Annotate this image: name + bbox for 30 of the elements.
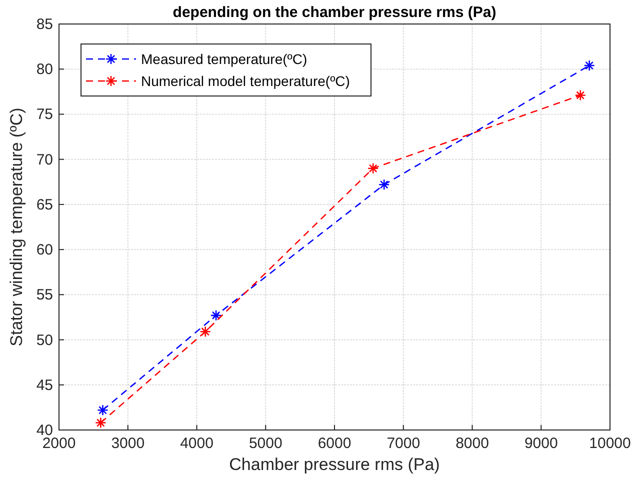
x-tick-label: 5000 bbox=[248, 435, 282, 452]
chart-title: depending on the chamber pressure rms (Pa) bbox=[172, 4, 496, 21]
x-tick-label: 7000 bbox=[386, 435, 420, 452]
x-tick-label: 6000 bbox=[318, 435, 352, 452]
point bbox=[200, 326, 212, 338]
x-tick-label: 8000 bbox=[456, 435, 489, 452]
y-tick-label: 60 bbox=[36, 242, 53, 259]
y-tick-label: 45 bbox=[36, 376, 53, 394]
y-tick-label: 50 bbox=[36, 332, 53, 349]
y-tick-label: 85 bbox=[36, 16, 53, 33]
y-tick-label: 75 bbox=[36, 106, 53, 124]
x-tick-label: 3000 bbox=[111, 435, 145, 452]
point bbox=[378, 178, 390, 190]
point bbox=[95, 417, 106, 428]
y-tick-label: 65 bbox=[36, 196, 53, 214]
point bbox=[97, 404, 108, 416]
y-axis-title: Stator winding temperature (ºC) bbox=[7, 108, 26, 346]
legend-label: Numerical model temperature(ºC) bbox=[141, 73, 350, 89]
y-tick-label: 80 bbox=[36, 61, 53, 78]
point bbox=[584, 60, 595, 72]
y-tick-label: 70 bbox=[36, 151, 53, 168]
point bbox=[210, 310, 222, 322]
point bbox=[367, 162, 379, 174]
legend-label: Measured temperature(ºC) bbox=[141, 51, 308, 67]
x-tick-label: 4000 bbox=[180, 435, 214, 452]
point bbox=[574, 90, 586, 101]
y-tick-label: 55 bbox=[36, 286, 53, 304]
x-tick-label: 9000 bbox=[524, 435, 558, 452]
x-axis-title: Chamber pressure rms (Pa) bbox=[229, 455, 440, 474]
x-tick-label: 10000 bbox=[589, 435, 631, 452]
